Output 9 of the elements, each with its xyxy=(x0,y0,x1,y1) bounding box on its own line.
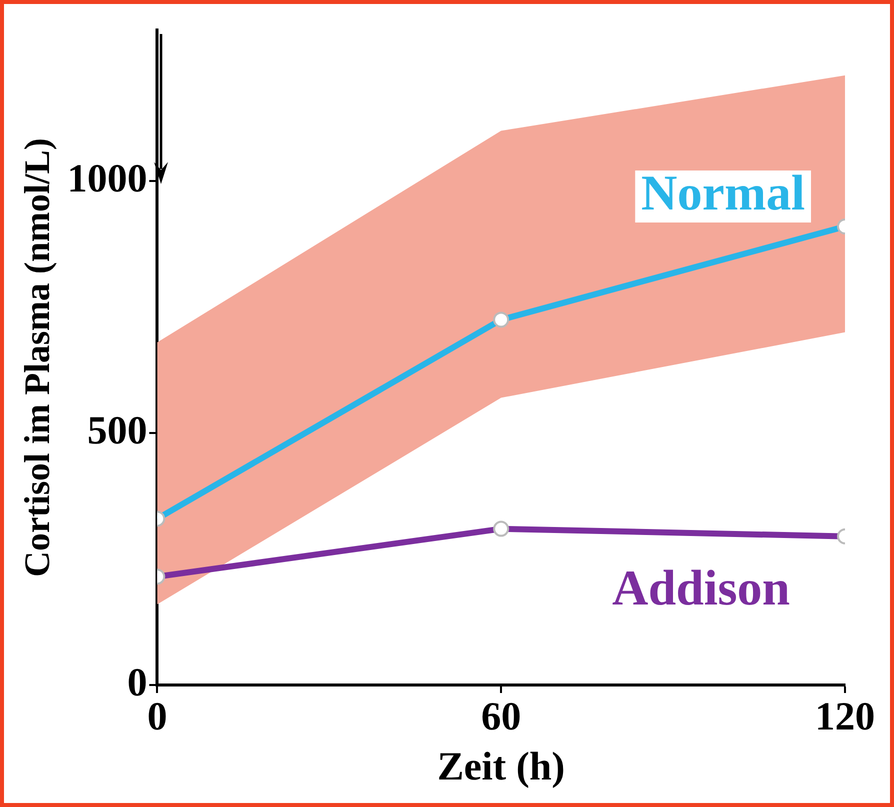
x-tick-label: 60 xyxy=(481,693,522,738)
y-tick-label: 1000 xyxy=(67,155,148,200)
x-axis-title: Zeit (h) xyxy=(437,743,565,788)
series-label: Normal xyxy=(641,164,806,220)
x-tick-label: 120 xyxy=(815,693,875,738)
y-tick-label: 0 xyxy=(127,659,148,704)
series-label: Addison xyxy=(612,559,790,616)
y-axis-title: Cortisol im Plasma (nmol/L) xyxy=(16,138,57,577)
y-tick-label: 500 xyxy=(87,407,148,452)
